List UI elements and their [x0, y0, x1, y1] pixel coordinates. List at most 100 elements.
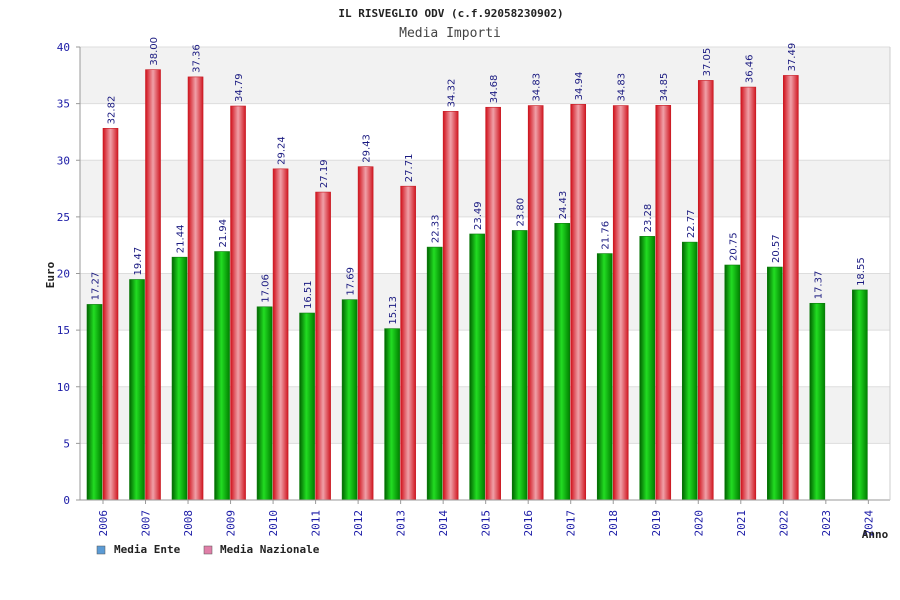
x-tick-label: 2011 — [310, 510, 323, 537]
bar-ente — [384, 328, 400, 501]
data-label: 37.05 — [702, 48, 713, 77]
data-label: 37.49 — [787, 43, 798, 72]
legend-swatch-ente — [96, 545, 106, 555]
bar-ente — [214, 251, 230, 501]
bar-ente — [767, 266, 783, 501]
data-label: 17.69 — [346, 267, 357, 296]
data-label: 20.75 — [728, 232, 739, 261]
legend-label-ente: Media Ente — [114, 543, 181, 556]
y-tick-label: 30 — [57, 154, 70, 167]
bars: 17.27 32.82 19.47 38.00 21.44 37.36 21.94 34.79… — [86, 37, 868, 501]
bar-ente — [596, 253, 613, 501]
data-label: 21.94 — [218, 219, 229, 248]
y-tick-label: 0 — [63, 494, 70, 507]
bar-nazionale — [187, 76, 204, 501]
bar-nazionale — [145, 69, 161, 501]
data-label: 27.19 — [319, 159, 330, 188]
axes: 0 5 10 15 20 25 30 35 40 2006 2007 2008 2009 2010 2011… — [57, 41, 891, 537]
bar-nazionale — [697, 80, 714, 501]
y-tick-label: 25 — [57, 211, 70, 224]
data-label: 17.27 — [91, 272, 102, 301]
bar-nazionale — [527, 105, 544, 501]
data-label: 34.85 — [659, 73, 670, 102]
x-tick-label: 2006 — [97, 510, 110, 537]
y-tick-label: 20 — [57, 268, 70, 281]
data-label: 24.43 — [558, 191, 569, 220]
x-tick-label: 2010 — [267, 510, 280, 537]
y-tick-label: 10 — [57, 381, 70, 394]
bar-ente — [554, 223, 571, 501]
data-label: 18.55 — [856, 257, 867, 286]
data-label: 34.83 — [532, 73, 543, 102]
x-tick-label: 2021 — [735, 510, 748, 537]
y-tick-label: 15 — [57, 324, 70, 337]
bar-nazionale — [400, 185, 416, 501]
data-label: 38.00 — [149, 37, 160, 66]
data-label: 17.06 — [261, 274, 272, 303]
data-label: 34.79 — [234, 73, 245, 102]
data-label: 34.94 — [574, 72, 585, 101]
data-label: 32.82 — [107, 96, 118, 125]
bar-ente — [86, 304, 103, 501]
bar-nazionale — [102, 128, 119, 501]
data-label: 29.43 — [362, 134, 373, 163]
x-tick-label: 2018 — [607, 510, 620, 537]
data-label: 23.49 — [473, 201, 484, 230]
data-label: 22.33 — [431, 214, 442, 243]
legend: Media Ente Media Nazionale — [96, 543, 320, 556]
bar-ente — [852, 289, 868, 501]
bar-ente — [426, 246, 443, 501]
bar-nazionale — [485, 106, 501, 501]
bar-ente — [129, 279, 145, 501]
data-label: 20.57 — [771, 234, 782, 263]
bar-nazionale — [442, 111, 459, 501]
bar-nazionale — [230, 105, 246, 501]
bar-nazionale — [357, 166, 374, 501]
data-label: 23.28 — [643, 204, 654, 233]
x-tick-label: 2020 — [692, 510, 705, 537]
data-label: 34.83 — [617, 73, 628, 102]
x-tick-label: 2017 — [565, 510, 578, 537]
data-label: 19.47 — [133, 247, 144, 276]
bar-ente — [469, 233, 485, 501]
data-label: 16.51 — [303, 280, 314, 309]
x-tick-label: 2022 — [777, 510, 790, 537]
chart-title: IL RISVEGLIO ODV (c.f.92058230902) — [338, 7, 563, 20]
y-tick-label: 5 — [63, 437, 70, 450]
x-tick-label: 2016 — [522, 510, 535, 537]
bar-nazionale — [612, 105, 629, 501]
data-label: 37.36 — [192, 44, 203, 73]
x-axis-label: Anno — [862, 528, 889, 541]
bar-ente — [256, 306, 273, 501]
bar-ente — [171, 256, 188, 501]
bar-ente — [511, 230, 528, 501]
bar-nazionale — [783, 75, 799, 501]
bar-ente — [639, 236, 656, 501]
y-axis-label: Euro — [44, 261, 57, 288]
data-label: 23.80 — [516, 198, 527, 227]
data-label: 21.76 — [601, 221, 612, 250]
data-label: 22.77 — [686, 209, 697, 238]
bar-ente — [299, 312, 315, 501]
x-tick-label: 2024 — [862, 510, 875, 537]
bar-ente — [724, 264, 741, 501]
data-label: 34.32 — [447, 79, 458, 108]
x-tick-label: 2014 — [437, 510, 450, 537]
legend-swatch-nazionale — [203, 545, 213, 555]
data-label: 17.37 — [813, 271, 824, 300]
bar-ente — [341, 299, 358, 501]
data-label: 29.24 — [277, 136, 288, 165]
x-tick-label: 2015 — [480, 510, 493, 537]
data-label: 36.46 — [744, 54, 755, 83]
bar-nazionale — [740, 86, 757, 501]
x-tick-label: 2007 — [140, 510, 153, 537]
bar-ente — [809, 302, 826, 501]
y-tick-label: 35 — [57, 98, 70, 111]
legend-label-nazionale: Media Nazionale — [220, 543, 320, 556]
chart-subtitle: Media Importi — [399, 26, 501, 41]
y-tick-label: 40 — [57, 41, 70, 54]
bar-nazionale — [570, 104, 587, 501]
data-label: 34.68 — [489, 75, 500, 104]
x-tick-label: 2009 — [225, 510, 238, 537]
